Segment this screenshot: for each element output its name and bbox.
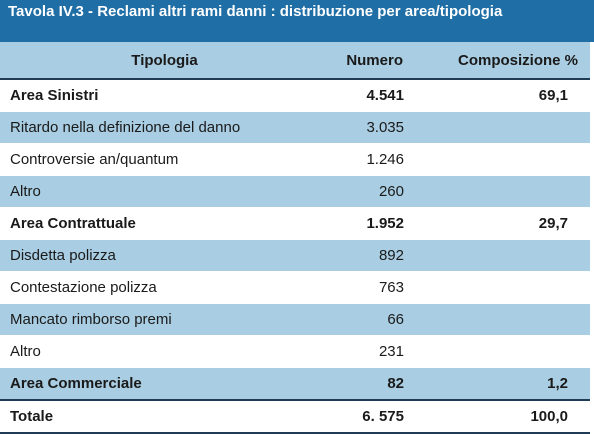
table-cell: Area Sinistri — [0, 78, 330, 112]
data-table: Tipologia Numero Composizione % Area Sinis… — [0, 42, 590, 434]
table-row: Area Contrattuale 1.952 29,7 — [0, 207, 590, 240]
table-cell: Area Commerciale — [0, 367, 330, 400]
table-cell: 69,1 — [404, 78, 590, 112]
table-cell: Contestazione polizza — [0, 271, 330, 304]
column-header: Tipologia — [0, 42, 330, 80]
table-row: Area Commerciale 82 1,2 — [0, 367, 590, 400]
table-cell: Mancato rimborso premi — [0, 303, 330, 336]
table-cell: 1.246 — [330, 143, 404, 176]
table-cell — [404, 143, 590, 176]
table-cell: 100,0 — [404, 399, 590, 434]
table-cell: 82 — [330, 367, 404, 400]
table-row: Altro 231 — [0, 335, 590, 368]
table-cell — [404, 175, 590, 208]
table-cell: Totale — [0, 399, 330, 434]
column-header: Numero — [330, 42, 404, 80]
table-cell: Disdetta polizza — [0, 239, 330, 272]
table-cell — [404, 303, 590, 336]
table-row: Disdetta polizza 892 — [0, 239, 590, 272]
table-title: Tavola IV.3 - Reclami altri rami danni :… — [0, 0, 594, 42]
table-cell: Controversie an/quantum — [0, 143, 330, 176]
table-cell: 1,2 — [404, 367, 590, 400]
table-cell: Ritardo nella definizione del danno — [0, 111, 330, 144]
table-row: Mancato rimborso premi 66 — [0, 303, 590, 336]
table-cell: 1.952 — [330, 207, 404, 240]
table-cell: 763 — [330, 271, 404, 304]
table-cell — [404, 111, 590, 144]
table-cell — [404, 271, 590, 304]
table-cell: 29,7 — [404, 207, 590, 240]
table-cell — [404, 239, 590, 272]
table-cell: 892 — [330, 239, 404, 272]
table-cell: Altro — [0, 335, 330, 368]
table-row: Ritardo nella definizione del danno 3.035 — [0, 111, 590, 144]
table-cell: 231 — [330, 335, 404, 368]
header-row: Tipologia Numero Composizione % — [0, 42, 590, 80]
table-row: Totale 6. 575 100,0 — [0, 399, 590, 434]
table-body: Area Sinistri 4.541 69,1 Ritardo nella defi… — [0, 78, 590, 434]
table-cell: 260 — [330, 175, 404, 208]
table-row: Area Sinistri 4.541 69,1 — [0, 78, 590, 112]
column-header: Composizione % — [404, 42, 590, 80]
table-row: Altro 260 — [0, 175, 590, 208]
table-cell: Altro — [0, 175, 330, 208]
table-cell: 4.541 — [330, 78, 404, 112]
table-row: Controversie an/quantum 1.246 — [0, 143, 590, 176]
table-cell: 3.035 — [330, 111, 404, 144]
table-row: Contestazione polizza 763 — [0, 271, 590, 304]
table-cell — [404, 335, 590, 368]
table-cell: 66 — [330, 303, 404, 336]
table-cell: 6. 575 — [330, 399, 404, 434]
table-cell: Area Contrattuale — [0, 207, 330, 240]
